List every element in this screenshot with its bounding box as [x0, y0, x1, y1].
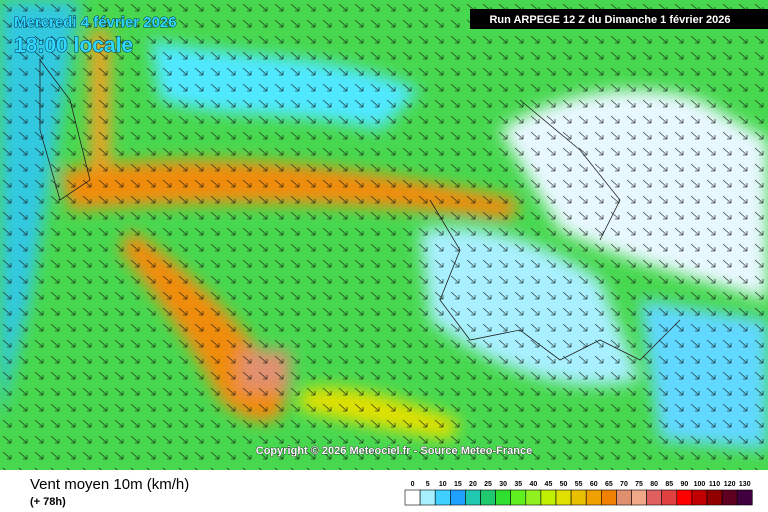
- legend-swatch: [691, 489, 708, 506]
- wind-field: [0, 0, 768, 470]
- legend-label: 65: [605, 481, 613, 488]
- run-info: Run ARPEGE 12 Z du Dimanche 1 février 20…: [489, 14, 730, 26]
- forecast-date: Mercredi 4 février 2026: [14, 14, 177, 31]
- copyright: Copyright © 2026 Meteociel.fr - Source M…: [256, 445, 532, 457]
- legend-swatch: [631, 489, 647, 506]
- legend-swatch: [646, 489, 662, 506]
- legend-swatch: [721, 489, 738, 506]
- legend-swatch: [600, 489, 617, 506]
- legend-label: 80: [650, 481, 658, 488]
- legend-swatch: [510, 489, 527, 506]
- legend-swatch: [449, 489, 466, 506]
- legend-label: 35: [514, 481, 522, 488]
- legend-label: 30: [499, 481, 507, 488]
- legend-label: 0: [411, 481, 415, 488]
- legend-swatch: [661, 489, 678, 506]
- legend-swatch: [736, 489, 753, 506]
- color-legend: 0 5 10 15 20 25 30 35 40 45 50 55 60 65 70 75 80 85 90 100 1…: [404, 481, 753, 506]
- legend-swatch: [480, 489, 496, 506]
- legend-swatch: [465, 489, 481, 506]
- legend-swatch: [616, 489, 632, 506]
- legend-label: 50: [560, 481, 568, 488]
- legend-label: 45: [545, 481, 553, 488]
- legend-label: 120: [724, 481, 736, 488]
- legend-swatch: [434, 489, 451, 506]
- lead-time: (+ 78h): [30, 496, 66, 508]
- legend-label: 130: [739, 481, 751, 488]
- legend-label: 15: [454, 481, 462, 488]
- legend-swatch: [540, 489, 557, 506]
- legend-swatch: [495, 489, 512, 506]
- legend-label: 5: [426, 481, 430, 488]
- legend-label: 60: [590, 481, 598, 488]
- legend-swatch: [706, 489, 723, 506]
- legend-swatch: [570, 489, 587, 506]
- legend-label: 85: [665, 481, 673, 488]
- legend-swatch: [419, 489, 436, 506]
- legend-swatch: [525, 489, 542, 506]
- legend-swatch: [555, 489, 572, 506]
- legend-swatch: [585, 489, 602, 506]
- run-banner: [470, 9, 768, 29]
- legend-label: 10: [439, 481, 447, 488]
- legend-label: 25: [484, 481, 492, 488]
- forecast-time: 18:00 locale: [14, 34, 133, 57]
- legend-label: 55: [575, 481, 583, 488]
- legend-label: 100: [694, 481, 706, 488]
- legend-label: 70: [620, 481, 628, 488]
- product-title: Vent moyen 10m (km/h): [30, 476, 189, 493]
- legend-label: 110: [709, 481, 720, 488]
- legend-label: 40: [529, 481, 537, 488]
- legend-label: 20: [469, 481, 477, 488]
- legend-label: 90: [680, 481, 688, 488]
- legend-swatch: [404, 489, 421, 506]
- legend-label: 75: [635, 481, 643, 488]
- legend-swatch: [676, 489, 693, 506]
